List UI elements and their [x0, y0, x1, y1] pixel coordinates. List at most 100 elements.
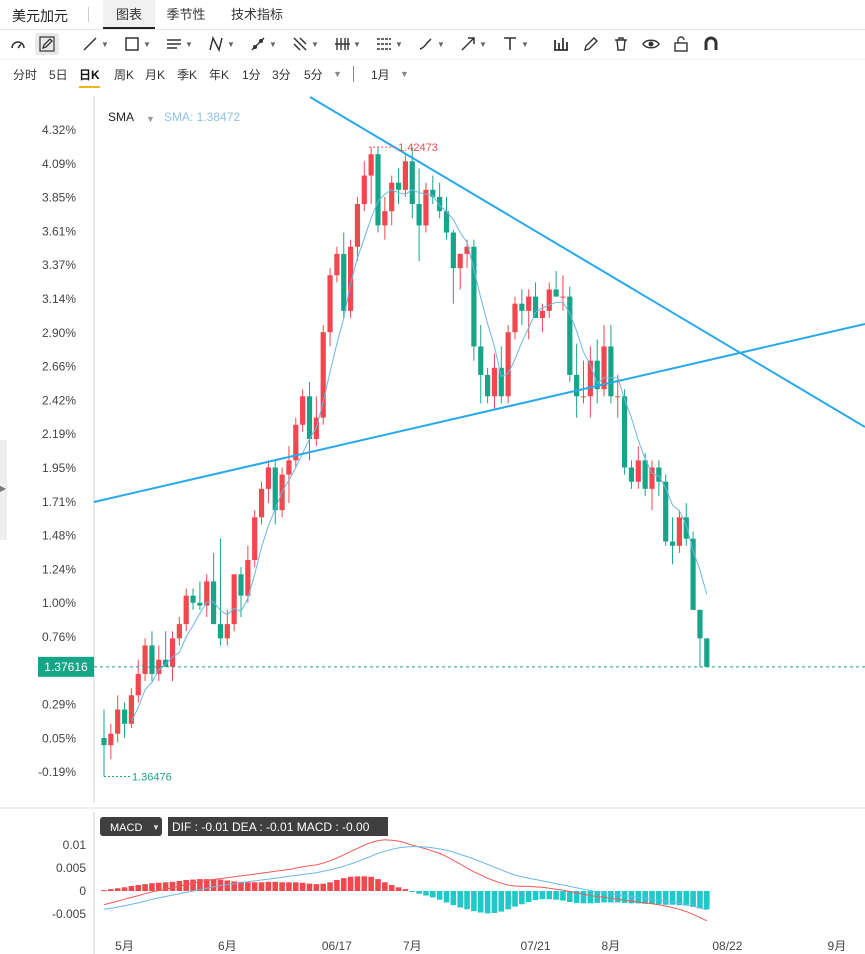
macd-histogram-bar [608, 891, 614, 903]
y-tick-label: 2.90% [42, 326, 76, 340]
candle-body [416, 204, 422, 226]
range-dropdown-icon[interactable]: ▼ [400, 69, 409, 79]
magnet-icon[interactable] [700, 33, 722, 55]
candle-body [211, 581, 217, 625]
macd-histogram-bar [361, 876, 368, 891]
range-select[interactable]: 1月 [371, 68, 390, 82]
high-label: 1.42473 [398, 142, 438, 154]
candle-body [361, 175, 367, 205]
candle-body [519, 303, 525, 311]
candle-body [176, 624, 182, 639]
fork-icon[interactable]: ▼ [286, 33, 324, 55]
candle-body [608, 346, 614, 397]
candle-body [286, 460, 292, 475]
macd-y-tick-label: 0.01 [63, 838, 87, 852]
period-intraday[interactable]: 分时 [13, 68, 38, 82]
bars-icon[interactable]: ▼ [328, 33, 366, 55]
macd-histogram-bar [553, 891, 559, 900]
chevron-right-icon: ▶ [0, 484, 7, 493]
candle-body [108, 733, 114, 746]
channel-icon[interactable]: ▼ [160, 33, 198, 55]
candle-body [121, 709, 128, 724]
macd-histogram-bar [210, 879, 217, 891]
candle-body [437, 196, 443, 212]
macd-histogram-bar [382, 882, 388, 891]
macd-histogram-bar [601, 891, 607, 903]
macd-stats: DIF : -0.01 DEA : -0.01 MACD : -0.00 [172, 820, 370, 834]
y-tick-label: 1.71% [42, 495, 76, 509]
eye-icon[interactable] [640, 33, 662, 55]
y-tick-label: 1.00% [42, 596, 76, 610]
period-monthly[interactable]: 月K [145, 68, 166, 82]
macd-histogram-bar [169, 881, 176, 891]
candle-body [539, 310, 545, 318]
macd-histogram-bar [334, 880, 340, 891]
macd-histogram-bar [101, 890, 107, 892]
edit-icon[interactable] [580, 33, 602, 55]
macd-histogram-bar [676, 891, 683, 906]
macd-histogram-bar [539, 891, 546, 900]
fib-icon[interactable]: ▼ [370, 33, 408, 55]
candle-body [491, 367, 498, 397]
rectangle-icon[interactable]: ▼ [118, 33, 156, 55]
tab-indicators[interactable]: 技术指标 [230, 7, 283, 22]
macd-histogram-bar [519, 891, 525, 905]
divider [88, 7, 89, 22]
macd-histogram-bar [621, 891, 628, 903]
candle-body [272, 467, 278, 511]
chart-area[interactable]: 4.32% 4.09% 3.85% 3.61% 3.37% 3.14% 2.90% 2.66%… [0, 96, 865, 954]
measure-icon[interactable] [6, 33, 30, 55]
candle-body [101, 738, 107, 746]
y-tick-label: 4.32% [42, 123, 76, 137]
period-daily[interactable]: 日K [79, 66, 100, 88]
text-icon[interactable]: ▼ [496, 33, 534, 55]
candle-body [163, 659, 169, 667]
y-tick-label: 1.95% [42, 461, 76, 475]
macd-histogram-bar [587, 891, 594, 904]
arrow-icon[interactable]: ▼ [454, 33, 492, 55]
candle-body [498, 367, 504, 397]
macd-histogram-bar [662, 891, 669, 905]
brush-icon[interactable]: ▼ [412, 33, 450, 55]
macd-histogram-bar [340, 878, 347, 891]
macd-histogram-bar [238, 881, 244, 891]
lock-icon[interactable] [670, 33, 692, 55]
period-weekly[interactable]: 周K [114, 68, 135, 82]
macd-histogram-bar [395, 887, 402, 891]
pattern-icon[interactable]: ▼ [202, 33, 240, 55]
y-tick-label: 1.48% [42, 529, 76, 543]
ray-icon[interactable]: ▼ [244, 33, 282, 55]
macd-histogram-bar [121, 887, 128, 891]
macd-y-tick-label: 0 [79, 884, 86, 898]
symbol-title: 美元加元 [12, 8, 68, 24]
candle-body [457, 253, 463, 269]
macd-histogram-bar [251, 882, 258, 891]
period-1min[interactable]: 1分 [242, 68, 261, 82]
line-icon[interactable]: ▼ [76, 33, 114, 55]
macd-histogram-bar [135, 885, 142, 891]
macd-histogram-bar [375, 879, 381, 891]
macd-histogram-bar [149, 883, 155, 891]
tab-chart[interactable]: 图表 [103, 0, 155, 29]
y-tick-label: 3.37% [42, 258, 76, 272]
period-3min[interactable]: 3分 [272, 68, 291, 82]
period-5day[interactable]: 5日 [49, 68, 68, 82]
period-quarterly[interactable]: 季K [177, 68, 198, 82]
trash-icon[interactable] [610, 33, 632, 55]
period-more-icon[interactable]: ▼ [333, 69, 342, 79]
tab-seasonal[interactable]: 季节性 [166, 7, 206, 22]
macd-histogram-bar [299, 882, 306, 891]
candle-body [341, 253, 347, 311]
candle-body [245, 560, 251, 596]
period-yearly[interactable]: 年K [209, 68, 230, 82]
sidebar-toggle[interactable]: ▶ [0, 440, 7, 540]
x-tick-label: 6月 [218, 939, 237, 953]
x-tick-label: 9月 [828, 939, 847, 953]
macd-histogram-bar [402, 889, 409, 891]
period-5min[interactable]: 5分 [304, 68, 323, 82]
candle-body [197, 602, 203, 606]
macd-histogram-bar [368, 876, 374, 891]
pen-icon[interactable] [35, 33, 59, 55]
y-tick-label: 0.05% [42, 731, 76, 745]
column-chart-icon[interactable] [550, 33, 572, 55]
